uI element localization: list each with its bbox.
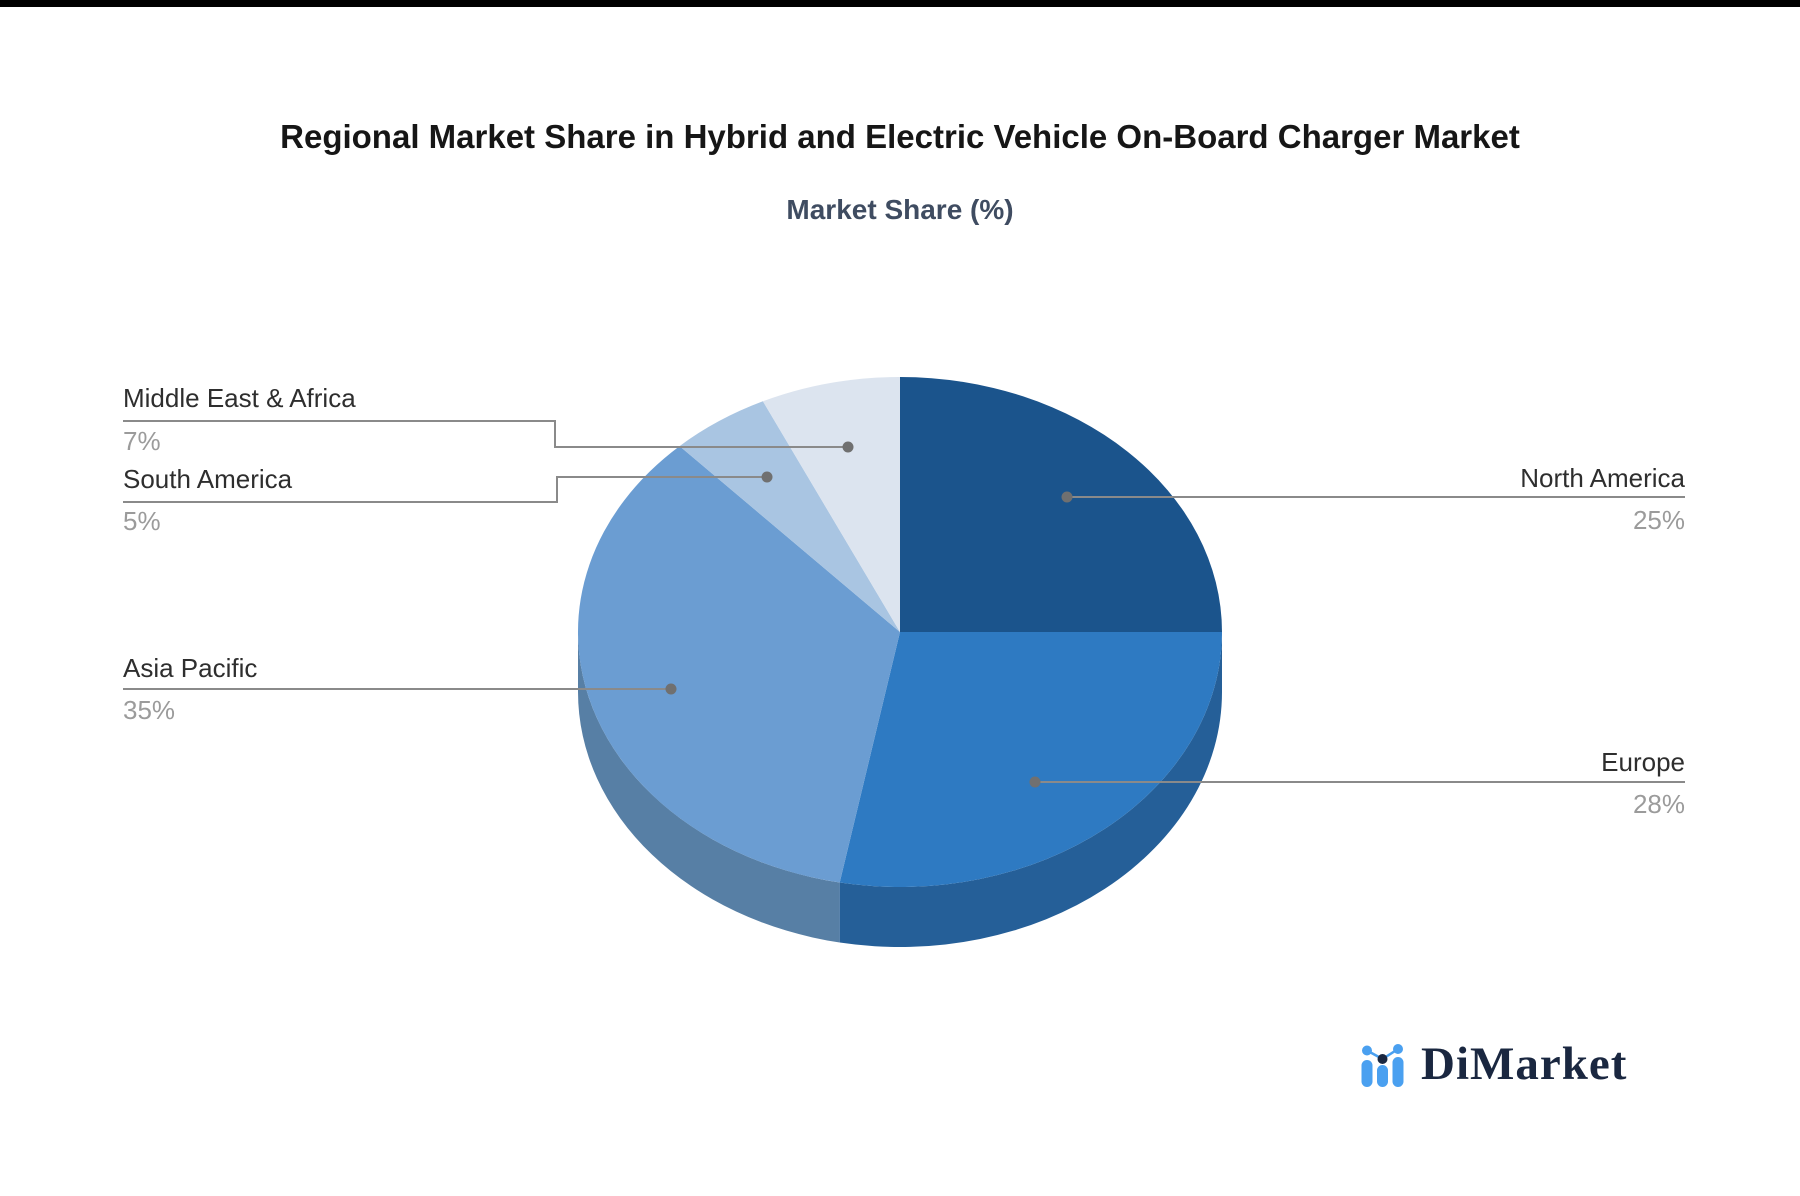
pie-slice-north-america[interactable] bbox=[900, 377, 1222, 632]
pie-slice-asia-pacific[interactable] bbox=[577, 446, 900, 883]
chart-subtitle: Market Share (%) bbox=[786, 194, 1014, 225]
leader-dot-south-america bbox=[761, 471, 773, 483]
brand-logo-text: DiMarket bbox=[1421, 1038, 1628, 1090]
slice-value-middle-east-africa: 7% bbox=[123, 426, 161, 456]
pie-rim-asia-pacific bbox=[578, 632, 840, 943]
bar-line-chart-icon bbox=[1361, 1044, 1404, 1087]
leader-middle-east-africa bbox=[123, 420, 848, 448]
slice-label-europe: Europe bbox=[1601, 747, 1685, 777]
chart-title: Regional Market Share in Hybrid and Elec… bbox=[280, 118, 1520, 155]
leader-south-america bbox=[123, 476, 767, 503]
slice-value-europe: 28% bbox=[1632, 789, 1685, 819]
leader-dot-asia-pacific bbox=[665, 683, 677, 695]
slice-label-asia-pacific: Asia Pacific bbox=[123, 653, 258, 683]
slice-label-middle-east-africa: Middle East & Africa bbox=[123, 383, 356, 413]
slice-value-south-america: 5% bbox=[123, 506, 161, 536]
slice-value-north-america: 25% bbox=[1632, 505, 1685, 535]
brand-logo: DiMarket bbox=[1360, 1038, 1627, 1090]
window-top-edge bbox=[0, 0, 1800, 7]
slice-label-south-america: South America bbox=[123, 464, 293, 494]
leader-dots bbox=[665, 441, 1073, 788]
slice-label-north-america: North America bbox=[1520, 463, 1685, 493]
pie-slice-south-america[interactable] bbox=[679, 401, 900, 632]
pie-slice-middle-east-africa[interactable] bbox=[762, 377, 900, 632]
leader-lines bbox=[123, 420, 1685, 783]
leader-dot-europe bbox=[1029, 776, 1041, 788]
leader-dot-north-america bbox=[1061, 491, 1073, 503]
slice-value-asia-pacific: 35% bbox=[123, 695, 176, 725]
pie-slice-europe[interactable] bbox=[839, 632, 1222, 888]
leader-dot-middle-east-africa bbox=[842, 441, 854, 453]
pie-rim-europe bbox=[839, 632, 1222, 948]
